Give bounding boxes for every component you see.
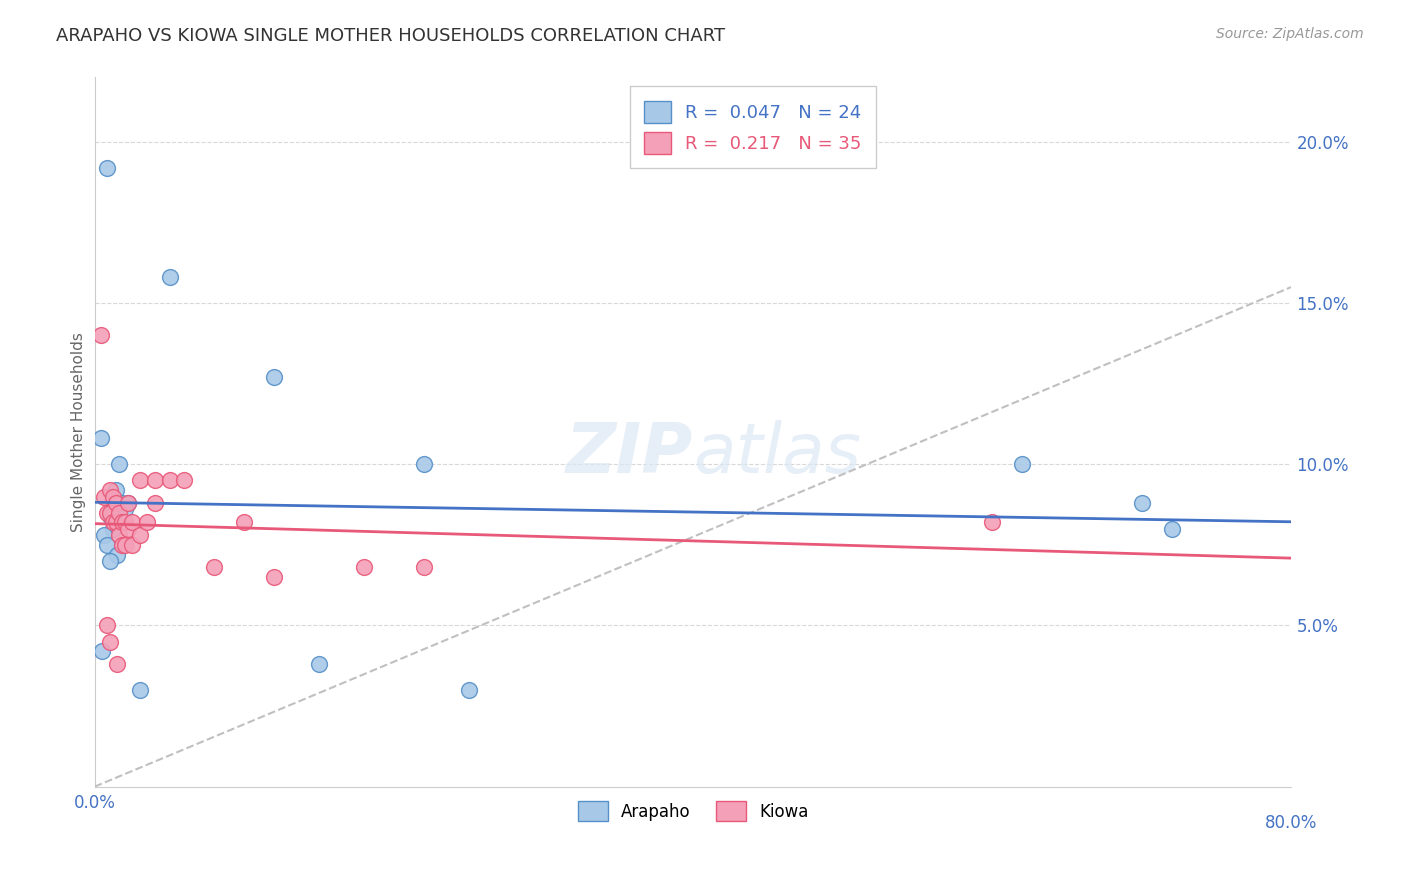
Point [117,496,139,510]
Point [128,528,150,542]
Text: atlas: atlas [693,420,860,487]
Point [1130,496,1153,510]
Point [457,682,479,697]
Point [233,516,256,530]
Point [98,634,121,648]
Point [159,474,181,488]
Point [114,538,136,552]
Point [101,490,124,504]
Point [96,506,118,520]
Legend: Arapaho, Kiowa: Arapaho, Kiowa [571,794,815,828]
Point [93,490,115,504]
Point [159,270,181,285]
Y-axis label: Single Mother Households: Single Mother Households [72,332,86,532]
Point [96,161,118,175]
Point [98,508,121,523]
Point [353,560,375,574]
Point [128,474,150,488]
Point [263,370,285,384]
Point [136,516,159,530]
Point [107,528,129,542]
Point [111,496,134,510]
Point [91,644,114,658]
Point [412,560,434,574]
Point [104,516,127,530]
Point [308,657,330,672]
Point [98,483,121,497]
Point [107,506,129,520]
Text: Source: ZipAtlas.com: Source: ZipAtlas.com [1216,27,1364,41]
Point [101,496,124,510]
Point [128,682,150,697]
Point [1011,457,1033,471]
Point [96,618,118,632]
Text: ARAPAHO VS KIOWA SINGLE MOTHER HOUSEHOLDS CORRELATION CHART: ARAPAHO VS KIOWA SINGLE MOTHER HOUSEHOLD… [56,27,725,45]
Point [121,516,143,530]
Point [93,528,115,542]
Point [117,522,139,536]
Point [104,483,127,497]
Point [111,516,134,530]
Point [90,328,112,343]
Point [101,522,124,536]
Text: ZIP: ZIP [565,420,693,487]
Point [111,538,134,552]
Point [101,516,124,530]
Point [90,432,112,446]
Point [105,548,128,562]
Point [121,538,143,552]
Point [107,457,129,471]
Point [263,570,285,584]
Point [1160,522,1182,536]
Point [412,457,434,471]
Point [202,560,225,574]
Point [114,516,136,530]
Point [105,657,128,672]
Point [143,474,166,488]
Text: 80.0%: 80.0% [1265,814,1317,832]
Point [981,516,1004,530]
Point [98,506,121,520]
Point [117,496,139,510]
Point [98,554,121,568]
Point [114,502,136,516]
Point [96,538,118,552]
Point [173,474,195,488]
Point [143,496,166,510]
Point [104,496,127,510]
